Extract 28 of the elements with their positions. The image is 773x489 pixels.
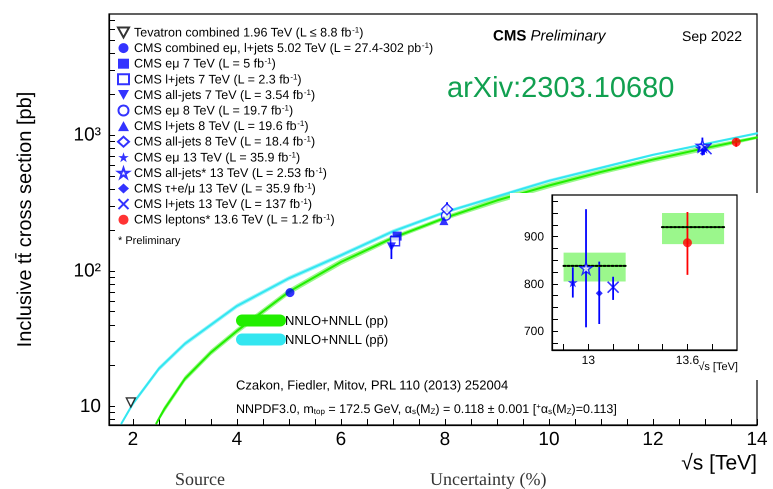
annotation: Czakon, Fiedler, Mitov, PRL 110 (2013) 252004 xyxy=(236,378,508,392)
x-tick-label: 14 xyxy=(746,429,768,450)
annotation: * Preliminary xyxy=(118,235,181,247)
x-axis-title: √s [TeV] xyxy=(681,452,757,474)
x-tick-label: 6 xyxy=(336,429,346,450)
x-tick-label: 4 xyxy=(232,429,243,450)
x-tick-label: 12 xyxy=(642,429,664,450)
text: Source xyxy=(175,469,225,489)
y-tick-label: 10³ xyxy=(74,124,101,146)
annotation: Sep 2022 xyxy=(682,28,742,44)
text: NNPDF3.0, mtop = 172.5 GeV, αs(MZ) = 0.118 ± 0.001 [+αs(MZ)=0.113] xyxy=(236,402,617,416)
legend-label: NNLO+NNLL (pp) xyxy=(285,313,388,328)
x-tick-label: 8 xyxy=(440,429,450,450)
annotation: arXiv:2303.10680 xyxy=(447,72,674,104)
x-tick-label: 13.6 xyxy=(676,353,700,367)
x-tick-label: 2 xyxy=(128,429,138,450)
y-axis-title: Inclusive tt̄ cross section [pb] xyxy=(14,92,36,348)
legend-label: NNLO+NNLL (pp̄) xyxy=(285,332,388,347)
y-tick-label: 700 xyxy=(524,324,544,338)
y-tick-label: 900 xyxy=(524,230,544,244)
y-tick-label: 10² xyxy=(74,260,101,282)
x-axis-title: √s [TeV] xyxy=(698,361,738,373)
x-tick-label: 10 xyxy=(538,429,560,450)
annotation: CMS Preliminary xyxy=(493,28,608,44)
y-tick-label: 800 xyxy=(524,276,544,291)
text: Uncertainty (%) xyxy=(430,469,546,489)
y-tick-label: 10 xyxy=(80,396,101,417)
x-tick-label: 13 xyxy=(582,353,596,367)
